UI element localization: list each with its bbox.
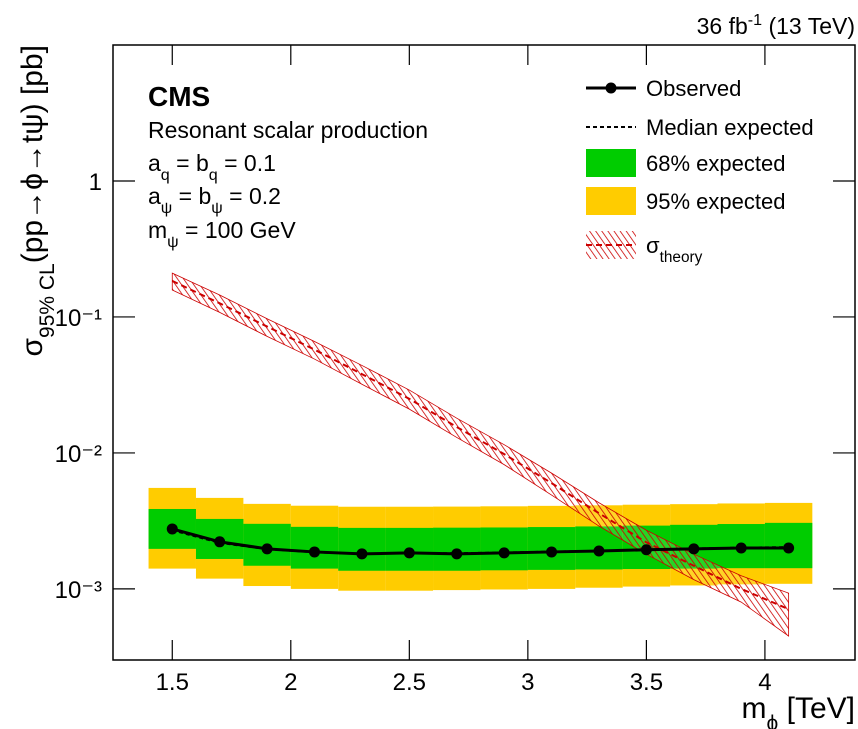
observed-marker: [593, 545, 605, 557]
x-axis-title: mϕ [TeV]: [742, 692, 855, 729]
observed-marker: [735, 542, 747, 554]
text-part: σ: [16, 337, 49, 356]
text-part: a: [148, 183, 161, 209]
observed-marker: [261, 543, 273, 555]
observed-marker: [451, 548, 463, 560]
y-tick-label: 10⁻¹: [55, 305, 102, 332]
observed-marker: [546, 546, 558, 558]
observed-marker: [356, 548, 368, 560]
lumi: 36 fb-1 (13 TeV): [697, 11, 855, 39]
text-part: = 0.2: [223, 183, 281, 209]
legend-swatch: [605, 82, 617, 94]
legend-label: σtheory: [646, 233, 703, 266]
text-part: 36 fb: [697, 13, 748, 39]
text-part: = b: [170, 150, 209, 176]
legend-swatch: [586, 187, 636, 215]
legend-label: 95% expected: [646, 189, 785, 214]
text-part: = 100 GeV: [179, 217, 297, 243]
text-part: [TeV]: [778, 692, 855, 725]
annotation: Resonant scalar production: [148, 117, 428, 143]
text-part: m: [148, 217, 167, 243]
text-part: a: [148, 150, 161, 176]
y-tick-label: 1: [89, 169, 102, 196]
text-part: ϕ: [767, 712, 779, 729]
text-part: (13 TeV): [762, 13, 855, 39]
legend-label: Median expected: [646, 115, 814, 140]
text-part: (pp→ϕ→tψ) [pb]: [16, 45, 49, 263]
x-tick-label: 3.5: [630, 669, 663, 696]
y-tick-label: 10⁻²: [55, 441, 102, 468]
theory-line: [171, 280, 790, 611]
annotation: aq = bq = 0.1: [148, 150, 276, 184]
legend-label: 68% expected: [646, 151, 785, 176]
text-part: ψ: [211, 199, 222, 217]
theory-band: [171, 272, 790, 637]
observed-marker: [166, 523, 178, 535]
observed-marker: [783, 542, 795, 554]
text-part: q: [209, 166, 218, 184]
y-tick-label: 10⁻³: [55, 577, 102, 604]
observed-line: [171, 527, 789, 556]
text-part: Resonant scalar production: [148, 117, 428, 143]
x-tick-label: 3: [521, 669, 534, 696]
legend-label: Observed: [646, 76, 741, 101]
annotation: CMS: [148, 81, 210, 112]
text-part: σ: [646, 233, 660, 258]
text-part: 95% CL: [36, 263, 59, 338]
y-axis-title: σ95% CL(pp→ϕ→tψ) [pb]: [16, 45, 59, 356]
text-part: CMS: [148, 81, 210, 112]
observed-marker: [688, 543, 700, 555]
text-part: ψ: [161, 199, 172, 217]
annotation: mψ = 100 GeV: [148, 217, 296, 251]
x-tick-label: 2: [284, 669, 297, 696]
text-part: = 0.1: [218, 150, 276, 176]
observed-marker: [498, 547, 510, 559]
observed-marker: [640, 544, 652, 556]
text-part: m: [742, 692, 767, 725]
text-part: q: [161, 166, 170, 184]
text-part: = b: [172, 183, 211, 209]
plot-area: [148, 272, 813, 637]
x-tick-label: 4: [758, 669, 771, 696]
text-part: ψ: [167, 233, 178, 251]
observed-marker: [309, 546, 321, 558]
x-tick-label: 2.5: [393, 669, 426, 696]
text-part: -1: [748, 11, 762, 29]
x-tick-label: 1.5: [156, 669, 189, 696]
observed-marker: [403, 547, 415, 559]
frame: [112, 44, 856, 661]
annotation: aψ = bψ = 0.2: [148, 183, 281, 217]
text-part: theory: [660, 249, 703, 266]
legend-swatch: [586, 149, 636, 177]
observed-marker: [214, 536, 226, 548]
